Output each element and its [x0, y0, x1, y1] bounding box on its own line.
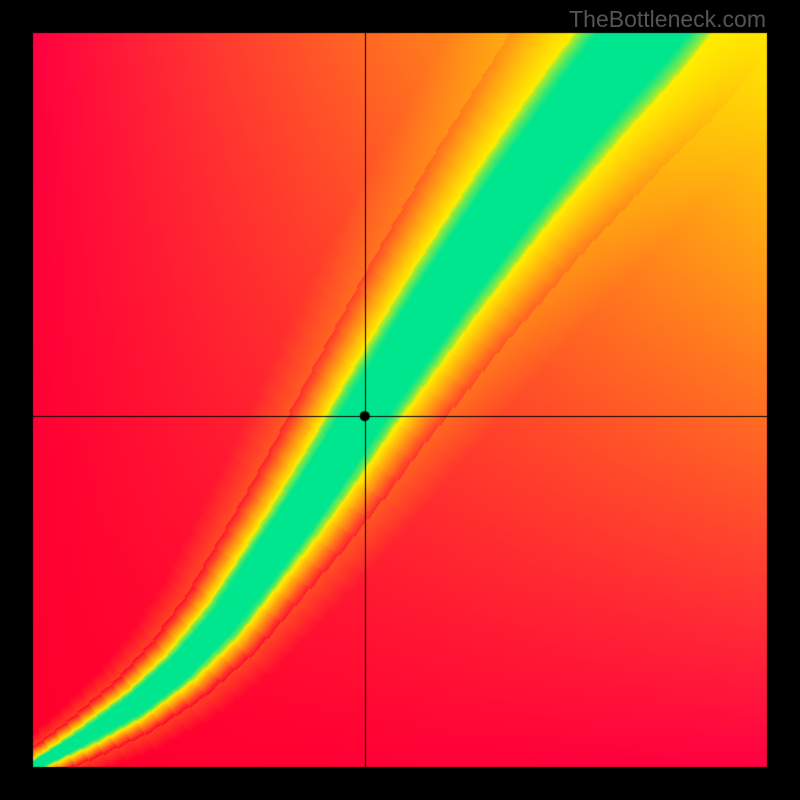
watermark-text: TheBottleneck.com	[569, 6, 766, 33]
bottleneck-heatmap-chart	[0, 0, 800, 800]
chart-container: TheBottleneck.com	[0, 0, 800, 800]
